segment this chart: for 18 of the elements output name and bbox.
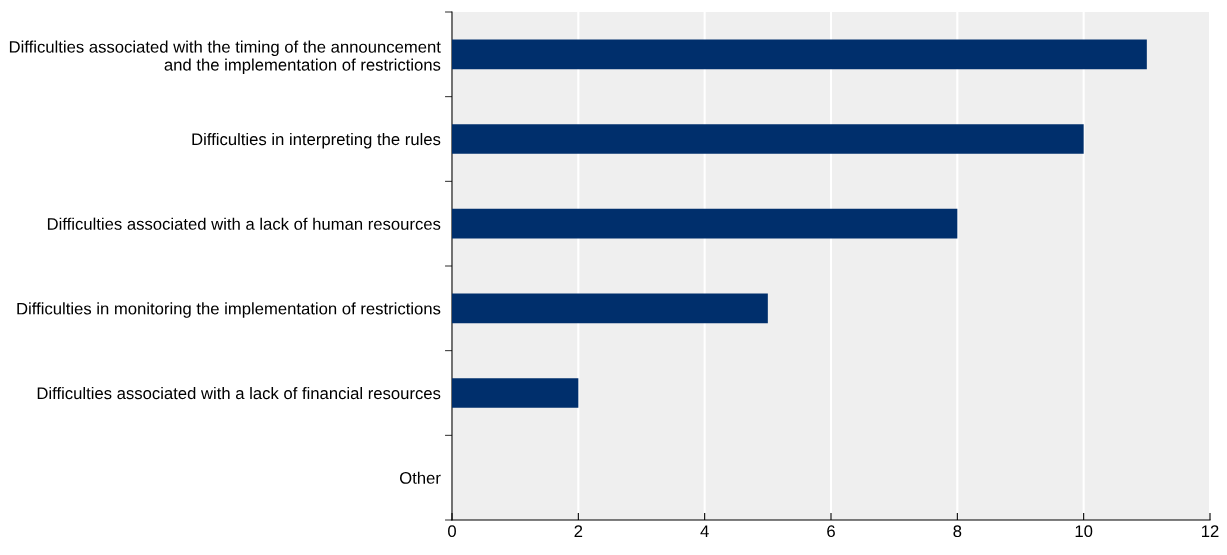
bar — [452, 124, 1084, 154]
bar — [452, 293, 768, 324]
y-tick-label: Difficulties associated with a lack of financial resources — [37, 386, 441, 400]
y-tick-label: Difficulties associated with a lack of human resources — [47, 217, 441, 230]
y-tick-label: Difficulties associated with the timing of the announcement and the implementation of restrictions — [9, 40, 441, 75]
x-tick-label: 10 — [1075, 525, 1093, 538]
bar — [452, 39, 1147, 70]
x-tick-label: 0 — [448, 525, 456, 538]
x-tick-label: 8 — [953, 525, 962, 538]
y-tick-label: Difficulties in monitoring the implementation of restrictions — [17, 302, 441, 318]
y-tick-label: Other — [400, 471, 441, 484]
bar — [452, 208, 958, 239]
x-tick-label: 6 — [827, 525, 835, 538]
x-tick-label: 12 — [1202, 525, 1219, 537]
x-tick-label: 4 — [700, 525, 709, 537]
y-tick-label: Difficulties in interpreting the rules — [192, 132, 441, 149]
bar — [452, 378, 579, 408]
x-tick-label: 2 — [574, 525, 583, 537]
